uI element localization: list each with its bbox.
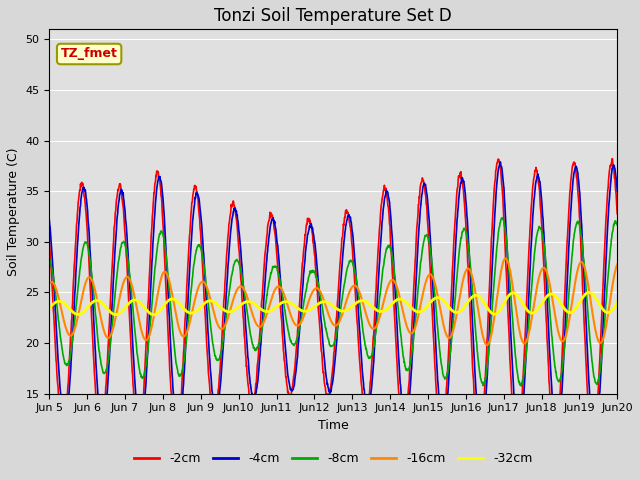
-8cm: [236, 262, 243, 267]
-32cm: [496, 307, 504, 313]
-2cm: [546, 390, 554, 396]
-4cm: [422, 181, 429, 187]
Line: -32cm: -32cm: [49, 292, 617, 315]
-4cm: [515, 438, 522, 444]
-2cm: [236, 248, 243, 254]
-8cm: [613, 222, 621, 228]
Line: -4cm: -4cm: [49, 162, 617, 441]
-8cm: [422, 233, 429, 239]
-16cm: [547, 286, 554, 291]
Legend: -2cm, -4cm, -8cm, -16cm, -32cm: -2cm, -4cm, -8cm, -16cm, -32cm: [129, 447, 538, 470]
-16cm: [422, 280, 429, 286]
Text: TZ_fmet: TZ_fmet: [61, 48, 118, 60]
Line: -8cm: -8cm: [49, 218, 617, 386]
Title: Tonzi Soil Temperature Set D: Tonzi Soil Temperature Set D: [214, 7, 452, 25]
-32cm: [158, 305, 166, 311]
-16cm: [236, 284, 243, 290]
-16cm: [496, 275, 504, 280]
-2cm: [588, 443, 596, 449]
-2cm: [158, 199, 166, 205]
-8cm: [498, 215, 506, 221]
-4cm: [496, 162, 504, 168]
-32cm: [45, 305, 53, 311]
-2cm: [422, 192, 429, 197]
-4cm: [613, 188, 621, 194]
-16cm: [172, 310, 179, 316]
-4cm: [45, 217, 53, 223]
-8cm: [547, 316, 554, 322]
-8cm: [45, 255, 53, 261]
-16cm: [45, 281, 53, 287]
-8cm: [518, 383, 525, 389]
-8cm: [158, 228, 166, 234]
-8cm: [172, 356, 179, 362]
Line: -16cm: -16cm: [49, 259, 617, 345]
-32cm: [613, 300, 621, 306]
X-axis label: Time: Time: [318, 419, 349, 432]
-2cm: [608, 156, 616, 162]
-8cm: [496, 224, 504, 229]
-16cm: [613, 262, 621, 267]
-4cm: [547, 366, 554, 372]
-32cm: [547, 291, 554, 297]
-4cm: [158, 184, 166, 190]
-32cm: [422, 305, 429, 311]
-2cm: [613, 211, 621, 216]
-32cm: [150, 312, 157, 318]
Line: -2cm: -2cm: [49, 159, 617, 446]
-4cm: [172, 418, 179, 423]
-16cm: [483, 342, 491, 348]
-32cm: [172, 298, 180, 303]
-4cm: [236, 229, 243, 235]
-4cm: [497, 159, 504, 165]
-2cm: [45, 234, 53, 240]
Y-axis label: Soil Temperature (C): Soil Temperature (C): [7, 147, 20, 276]
-16cm: [502, 256, 509, 262]
-2cm: [172, 430, 179, 435]
-2cm: [496, 161, 504, 167]
-16cm: [158, 273, 166, 279]
-32cm: [585, 289, 593, 295]
-32cm: [236, 303, 243, 309]
